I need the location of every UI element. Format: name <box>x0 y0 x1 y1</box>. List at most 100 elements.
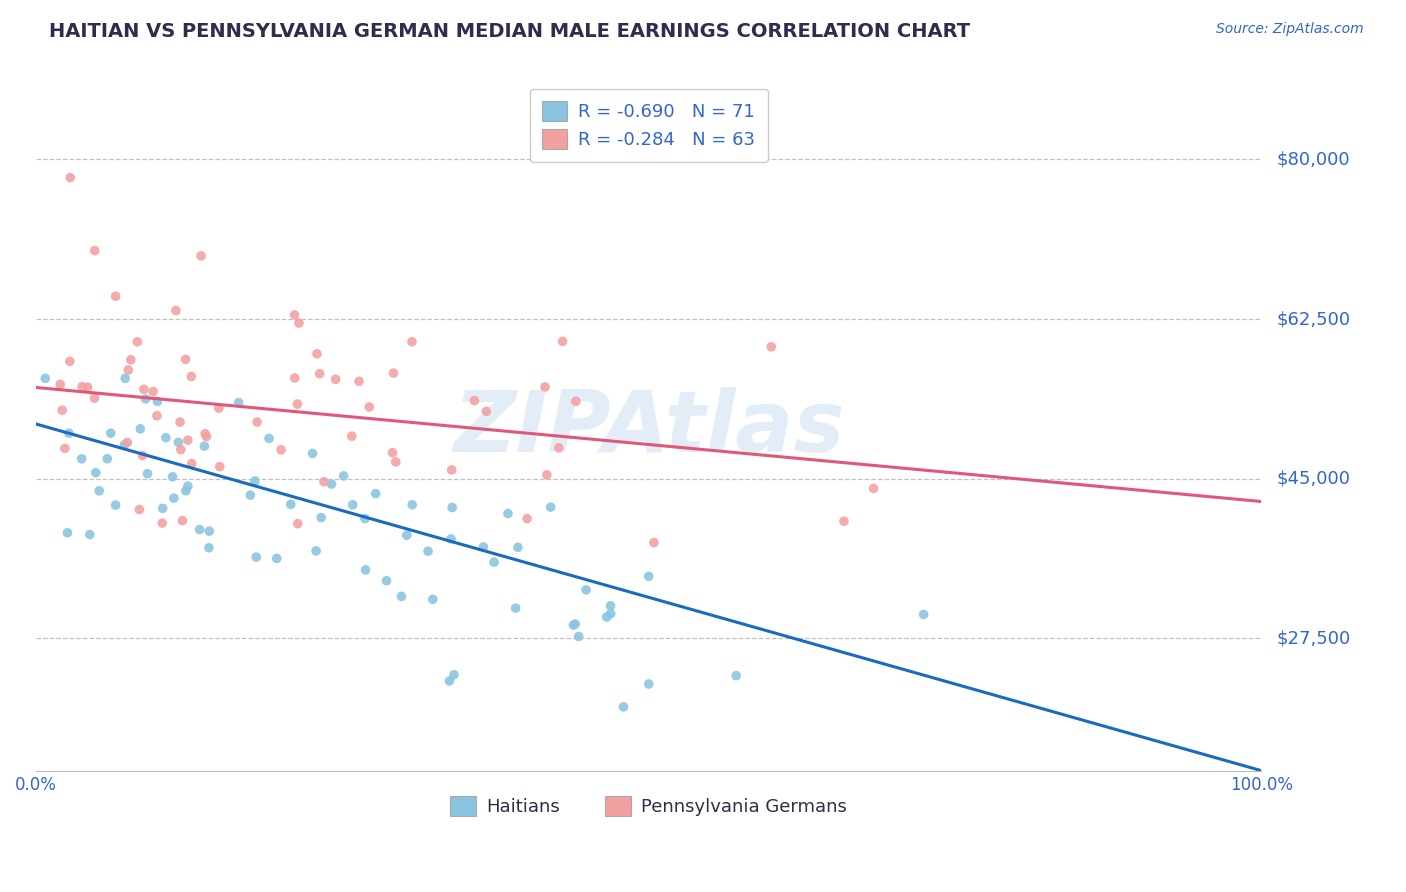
Point <box>120 352 142 367</box>
Point <box>347 374 370 388</box>
Point <box>198 524 221 538</box>
Point <box>100 426 122 441</box>
Point <box>422 592 444 607</box>
Point <box>395 528 418 542</box>
Point <box>342 498 364 512</box>
Point <box>364 486 387 500</box>
Point <box>562 618 585 632</box>
Point <box>643 535 665 549</box>
Point <box>177 479 200 493</box>
Point <box>239 488 262 502</box>
Point <box>167 435 190 450</box>
Point <box>193 439 215 453</box>
Point <box>496 507 519 521</box>
Point <box>104 289 127 303</box>
Text: $27,500: $27,500 <box>1277 630 1350 648</box>
Point <box>536 467 558 482</box>
Point <box>117 435 139 450</box>
Point <box>440 532 463 546</box>
Point <box>59 354 82 368</box>
Point <box>79 527 101 541</box>
Text: $62,500: $62,500 <box>1277 310 1350 328</box>
Text: Source: ZipAtlas.com: Source: ZipAtlas.com <box>1216 22 1364 37</box>
Point <box>472 540 495 554</box>
Point <box>228 395 250 409</box>
Point <box>505 601 527 615</box>
Point <box>180 369 202 384</box>
Point <box>384 455 406 469</box>
Point <box>117 363 139 377</box>
Point <box>637 677 659 691</box>
Point <box>142 384 165 399</box>
Point <box>136 467 159 481</box>
Point <box>547 441 569 455</box>
Point <box>155 431 177 445</box>
Point <box>862 482 884 496</box>
Point <box>49 377 72 392</box>
Point <box>612 699 634 714</box>
Point <box>725 668 748 682</box>
Point <box>534 380 557 394</box>
Point <box>575 582 598 597</box>
Point <box>381 445 404 459</box>
Point <box>146 394 169 409</box>
Point <box>70 379 93 393</box>
Point <box>761 340 783 354</box>
Point <box>391 590 413 604</box>
Legend: Haitians, Pennsylvania Germans: Haitians, Pennsylvania Germans <box>443 789 855 823</box>
Point <box>308 367 330 381</box>
Point <box>912 607 935 622</box>
Point <box>506 541 529 555</box>
Point <box>321 477 343 491</box>
Point <box>440 463 463 477</box>
Point <box>208 459 231 474</box>
Point <box>129 422 152 436</box>
Point <box>305 544 328 558</box>
Point <box>198 541 221 555</box>
Point <box>325 372 347 386</box>
Point <box>59 170 82 185</box>
Point <box>128 502 150 516</box>
Point <box>51 403 73 417</box>
Point <box>150 516 173 530</box>
Point <box>382 366 405 380</box>
Point <box>564 617 586 632</box>
Text: HAITIAN VS PENNSYLVANIA GERMAN MEDIAN MALE EARNINGS CORRELATION CHART: HAITIAN VS PENNSYLVANIA GERMAN MEDIAN MA… <box>49 22 970 41</box>
Point <box>195 429 218 443</box>
Point <box>89 483 111 498</box>
Point <box>475 404 498 418</box>
Point <box>443 667 465 681</box>
Point <box>146 409 169 423</box>
Point <box>83 244 105 258</box>
Point <box>439 673 461 688</box>
Point <box>152 501 174 516</box>
Point <box>287 397 309 411</box>
Point <box>416 544 439 558</box>
Point <box>309 510 332 524</box>
Point <box>194 426 217 441</box>
Point <box>134 392 156 406</box>
Point <box>174 352 197 367</box>
Point <box>287 516 309 531</box>
Point <box>83 391 105 405</box>
Point <box>114 371 136 385</box>
Point <box>332 468 354 483</box>
Point <box>127 334 149 349</box>
Point <box>463 393 485 408</box>
Point <box>131 449 153 463</box>
Point <box>162 470 184 484</box>
Point <box>401 498 423 512</box>
Text: $80,000: $80,000 <box>1277 151 1350 169</box>
Point <box>257 432 280 446</box>
Point <box>288 316 311 330</box>
Point <box>34 371 56 385</box>
Point <box>599 599 621 613</box>
Point <box>246 415 269 429</box>
Point <box>305 347 328 361</box>
Point <box>516 511 538 525</box>
Point <box>165 303 187 318</box>
Point <box>568 630 591 644</box>
Point <box>70 451 93 466</box>
Point <box>174 483 197 498</box>
Point <box>266 551 288 566</box>
